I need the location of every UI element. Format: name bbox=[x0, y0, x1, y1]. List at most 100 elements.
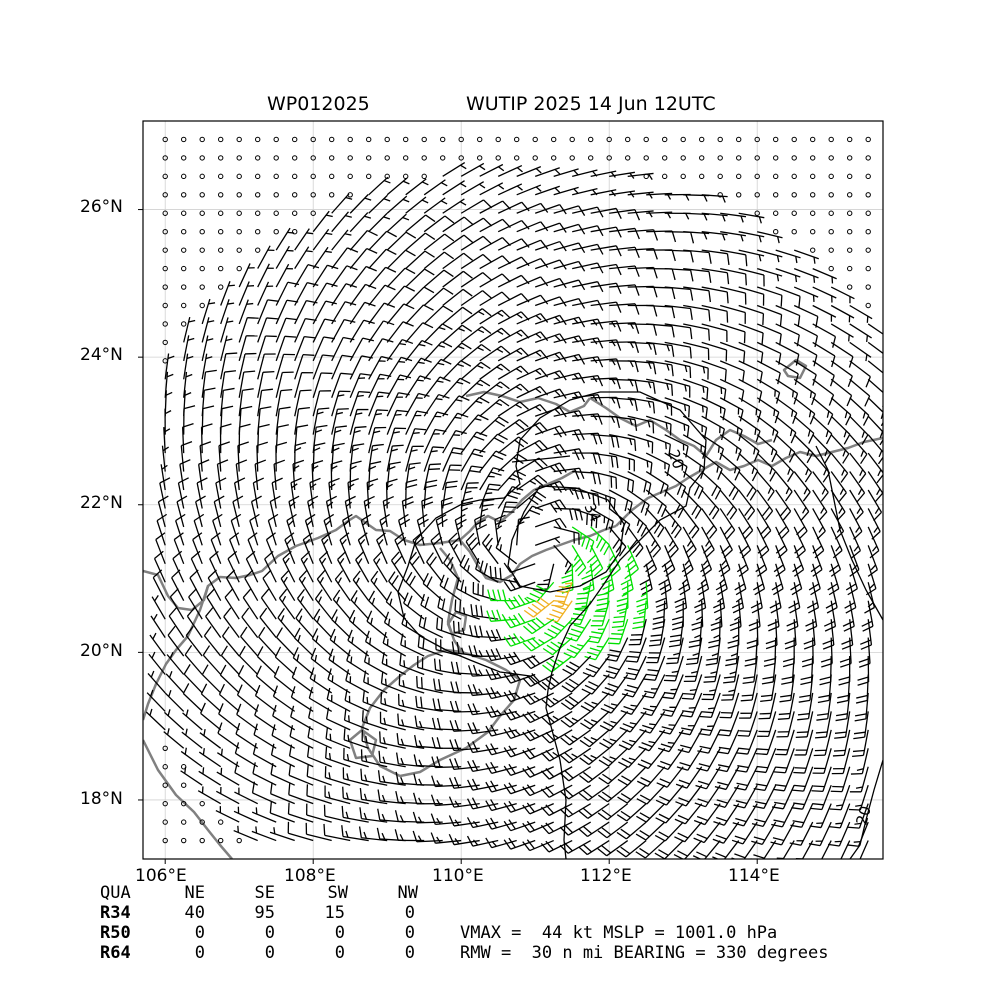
calm-marker bbox=[218, 155, 224, 161]
wind-barb bbox=[405, 322, 434, 343]
inland-river bbox=[465, 390, 591, 414]
calm-marker bbox=[791, 229, 797, 235]
wind-barb bbox=[578, 840, 610, 856]
lat-label-18: 18°N bbox=[80, 789, 123, 809]
wind-barb bbox=[867, 545, 878, 577]
wind-barb bbox=[368, 194, 391, 214]
wind-barb bbox=[601, 674, 629, 697]
wind-barb bbox=[370, 570, 388, 602]
wind-barb bbox=[405, 304, 434, 325]
wind-barb bbox=[522, 692, 554, 706]
wind-barb bbox=[386, 409, 409, 435]
wind-barb bbox=[627, 415, 655, 434]
wind-barb bbox=[156, 513, 168, 546]
calm-marker bbox=[828, 265, 834, 272]
wind-barb bbox=[238, 370, 256, 398]
wind-barb bbox=[648, 619, 666, 647]
wind-barb bbox=[294, 318, 317, 343]
wind-barb bbox=[740, 674, 758, 702]
wind-barb bbox=[655, 784, 684, 806]
wind-barb bbox=[363, 670, 388, 694]
wind-barb bbox=[479, 255, 511, 270]
calm-marker bbox=[643, 173, 649, 180]
vietnam-coast bbox=[143, 514, 461, 612]
calm-marker bbox=[181, 155, 187, 161]
table-cell: 0 bbox=[264, 923, 275, 943]
calm-marker bbox=[847, 265, 853, 272]
wind-barb bbox=[746, 619, 759, 650]
wind-barb bbox=[460, 217, 493, 233]
wind-barb bbox=[572, 243, 604, 255]
wind-barb bbox=[331, 336, 355, 362]
wind-barb bbox=[733, 784, 758, 809]
wind-barb bbox=[238, 352, 257, 380]
wind-barb bbox=[541, 729, 573, 744]
wind-barb bbox=[256, 646, 277, 675]
wind-barb bbox=[534, 259, 567, 270]
wind-barb bbox=[542, 637, 573, 656]
calm-marker bbox=[199, 284, 205, 290]
lat-label-20: 20°N bbox=[80, 641, 123, 661]
wind-barb bbox=[224, 588, 240, 620]
wind-barb bbox=[703, 655, 721, 683]
lon-label-110: 110°E bbox=[432, 866, 484, 886]
wind-barb bbox=[182, 709, 203, 731]
wind-barb bbox=[386, 231, 417, 251]
wind-barb bbox=[423, 341, 453, 362]
wind-barb bbox=[312, 372, 333, 398]
wind-barb bbox=[608, 618, 629, 645]
wind-barb bbox=[627, 452, 653, 475]
wind-barb bbox=[830, 489, 846, 521]
wind-barb bbox=[197, 786, 222, 805]
calm-marker bbox=[162, 229, 168, 235]
wind-barb bbox=[656, 766, 684, 788]
wind-barb bbox=[516, 184, 542, 196]
wind-barb bbox=[867, 526, 880, 559]
pearl-river-delta bbox=[589, 396, 773, 458]
wind-barb bbox=[664, 489, 685, 519]
calm-marker bbox=[865, 136, 871, 143]
calm-marker bbox=[162, 321, 168, 327]
wind-barb bbox=[627, 434, 654, 454]
wind-barb bbox=[309, 667, 333, 694]
wind-barb bbox=[542, 655, 573, 673]
wind-barb bbox=[240, 626, 259, 657]
calm-marker bbox=[569, 155, 575, 161]
wind-barb bbox=[431, 756, 462, 769]
wind-barb bbox=[664, 508, 682, 539]
wind-barb bbox=[597, 803, 629, 821]
wind-barb bbox=[352, 570, 370, 602]
calm-marker bbox=[162, 782, 168, 788]
calm-marker bbox=[218, 173, 224, 180]
wind-barb bbox=[597, 840, 629, 857]
calm-marker bbox=[199, 819, 205, 825]
wind-barb bbox=[661, 674, 684, 700]
wind-barb bbox=[701, 415, 726, 441]
wind-barb bbox=[627, 172, 654, 180]
wind-barb bbox=[294, 246, 313, 269]
wind-barb bbox=[460, 465, 483, 491]
wind-barb bbox=[275, 245, 294, 269]
wind-barb bbox=[220, 352, 238, 380]
wind-barb bbox=[379, 711, 406, 731]
wind-barb bbox=[148, 651, 166, 675]
wind-barb bbox=[694, 582, 707, 614]
wind-barb bbox=[442, 234, 474, 251]
wind-barb bbox=[306, 764, 332, 786]
calm-marker bbox=[847, 136, 853, 143]
lon-label-108: 108°E bbox=[284, 866, 336, 886]
calm-marker bbox=[181, 229, 187, 235]
wind-barb bbox=[349, 301, 376, 325]
wind-barb bbox=[738, 341, 764, 364]
wind-barb bbox=[168, 606, 185, 638]
wind-barb bbox=[349, 247, 378, 270]
wind-barb bbox=[164, 408, 172, 435]
wind-barb bbox=[522, 802, 554, 815]
calm-marker bbox=[347, 155, 353, 161]
wind-barb bbox=[339, 532, 351, 565]
wind-barb bbox=[479, 416, 509, 436]
wind-barb bbox=[454, 599, 480, 620]
wind-barb bbox=[312, 264, 339, 288]
wind-barb bbox=[534, 314, 567, 326]
wind-barb bbox=[460, 253, 492, 270]
